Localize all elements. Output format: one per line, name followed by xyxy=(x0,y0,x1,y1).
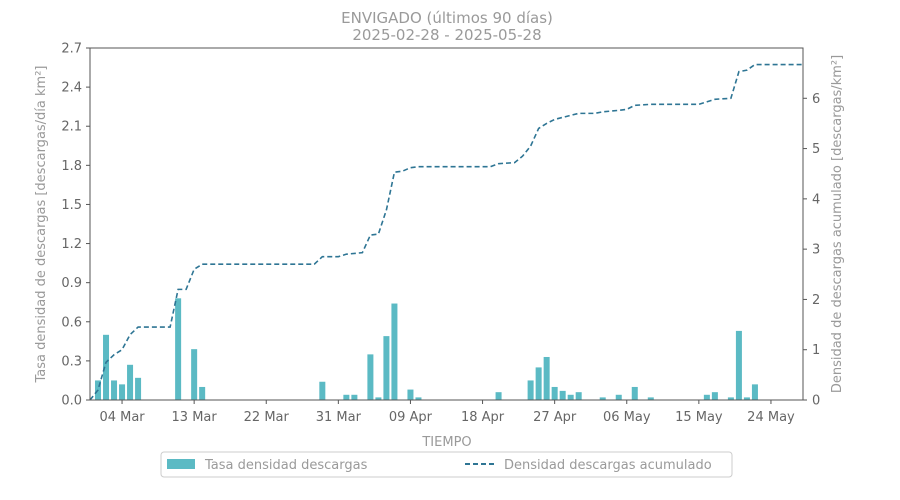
bar-2025-03-11 xyxy=(175,298,182,400)
bar-2025-04-27 xyxy=(551,386,558,400)
left-tick-label: 1.8 xyxy=(61,159,82,174)
bar-2025-03-14 xyxy=(199,386,206,400)
legend-box xyxy=(160,451,733,478)
bar-2025-03-13 xyxy=(191,349,198,400)
left-tick-label: 0.0 xyxy=(61,394,82,409)
right-tick-label: 2 xyxy=(812,293,820,308)
bar-2025-04-09 xyxy=(407,389,414,400)
left-tick-label: 0.3 xyxy=(61,354,82,369)
chart-subtitle: 2025-02-28 - 2025-05-28 xyxy=(352,26,541,44)
bar-2025-05-09 xyxy=(647,397,654,400)
left-tick-label: 2.7 xyxy=(61,42,82,57)
bar-2025-05-19 xyxy=(727,397,734,400)
x-tick-label: 27 Apr xyxy=(533,410,577,425)
x-tick-label: 06 May xyxy=(603,410,651,425)
bar-2025-04-07 xyxy=(391,303,398,400)
bar-2025-04-25 xyxy=(535,367,542,400)
right-tick-label: 5 xyxy=(812,142,820,157)
bar-2025-05-07 xyxy=(631,386,638,400)
bar-2025-05-20 xyxy=(735,330,742,400)
bar-2025-04-01 xyxy=(343,394,350,400)
x-axis-label: TIEMPO xyxy=(421,435,471,450)
right-tick-label: 4 xyxy=(812,192,820,207)
left-tick-label: 1.5 xyxy=(61,198,82,213)
left-tick-label: 0.6 xyxy=(61,315,82,330)
bar-2025-03-04 xyxy=(119,384,126,400)
bar-2025-03-06 xyxy=(135,377,142,400)
left-axis-ticks: 0.0 0.3 0.6 0.9 1.2 1.5 1.8 2.1 2.4 2.7 xyxy=(61,42,90,409)
legend: Tasa densidad descargas Densidad descarg… xyxy=(160,451,733,478)
bar-2025-03-03 xyxy=(111,380,118,400)
bar-2025-05-21 xyxy=(743,397,750,400)
x-axis-ticks: 04 Mar 13 Mar 22 Mar 31 Mar 09 Apr 18 Apr 27 A… xyxy=(99,400,795,425)
bar-2025-03-29 xyxy=(319,381,326,400)
bar-2025-04-28 xyxy=(559,390,566,400)
right-axis-ticks: 0 1 2 3 4 5 6 xyxy=(803,92,820,409)
x-tick-label: 04 Mar xyxy=(99,410,145,425)
bar-2025-05-17 xyxy=(711,392,718,400)
left-tick-label: 2.4 xyxy=(61,81,82,96)
bar-2025-04-02 xyxy=(351,394,358,400)
bar-2025-04-29 xyxy=(567,394,574,400)
chart-title: ENVIGADO (últimos 90 días) xyxy=(341,9,553,27)
bar-2025-05-16 xyxy=(703,394,710,400)
bar-series xyxy=(95,298,758,400)
bar-2025-04-26 xyxy=(543,356,550,400)
cumulative-line xyxy=(89,63,803,401)
x-tick-label: 24 May xyxy=(747,410,795,425)
bar-2025-04-04 xyxy=(367,354,374,400)
bar-2025-04-20 xyxy=(495,392,502,400)
left-tick-label: 1.2 xyxy=(61,237,82,252)
x-tick-label: 15 May xyxy=(675,410,723,425)
x-tick-label: 09 Apr xyxy=(389,410,433,425)
right-tick-label: 0 xyxy=(812,394,820,409)
x-tick-label: 31 Mar xyxy=(316,410,362,425)
legend-bar-swatch xyxy=(167,459,195,469)
left-tick-label: 2.1 xyxy=(61,120,82,135)
bar-2025-04-24 xyxy=(527,380,534,400)
bar-2025-05-03 xyxy=(599,397,606,400)
legend-label-rate: Tasa densidad descargas xyxy=(204,458,368,473)
right-axis-label: Densidad de descargas acumulado [descarg… xyxy=(830,55,845,393)
x-tick-label: 22 Mar xyxy=(244,410,290,425)
left-tick-label: 0.9 xyxy=(61,276,82,291)
bar-2025-04-05 xyxy=(375,397,382,400)
x-tick-label: 18 Apr xyxy=(461,410,505,425)
cumulative-series xyxy=(89,63,803,401)
legend-label-cumulative: Densidad descargas acumulado xyxy=(504,458,712,473)
bar-2025-05-05 xyxy=(615,394,622,400)
right-tick-label: 3 xyxy=(812,243,820,258)
bar-2025-04-30 xyxy=(575,392,582,400)
x-tick-label: 13 Mar xyxy=(172,410,218,425)
bar-2025-03-05 xyxy=(127,364,134,400)
bar-2025-05-22 xyxy=(751,384,758,400)
right-tick-label: 6 xyxy=(812,92,820,107)
bar-2025-04-06 xyxy=(383,336,390,400)
right-tick-label: 1 xyxy=(812,343,820,358)
bar-2025-04-10 xyxy=(415,397,422,400)
plot-frame xyxy=(89,47,804,401)
bar-2025-03-02 xyxy=(103,334,110,400)
left-axis-label: Tasa densidad de descargas [descargas/dí… xyxy=(34,66,49,384)
